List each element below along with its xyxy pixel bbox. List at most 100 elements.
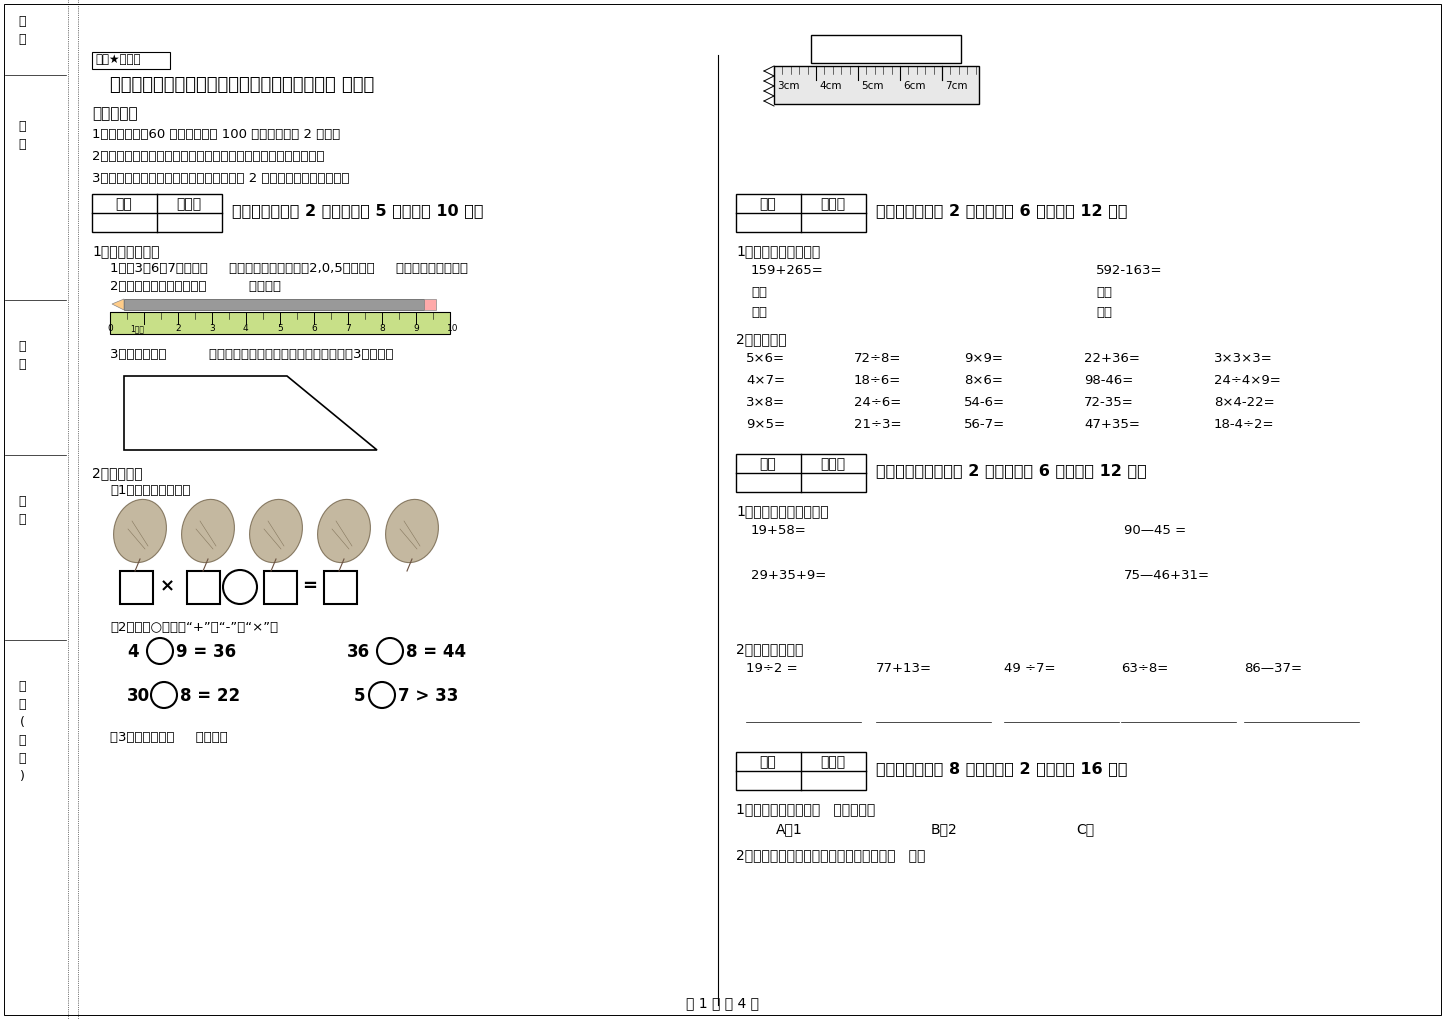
Text: 1、考试时间：60 分钟，满分为 100 分（含卷面分 2 分）。: 1、考试时间：60 分钟，满分为 100 分（含卷面分 2 分）。 [92, 128, 340, 141]
Text: 8 = 44: 8 = 44 [406, 643, 467, 661]
Text: =: = [302, 577, 316, 595]
Text: 36: 36 [347, 643, 370, 661]
Bar [736, 454, 866, 492]
Bar [264, 571, 298, 604]
Text: 4: 4 [243, 324, 249, 333]
Text: 30: 30 [127, 687, 150, 705]
Polygon shape [250, 499, 302, 562]
Text: 5: 5 [354, 687, 366, 705]
Text: 2、口算题。: 2、口算题。 [736, 332, 786, 346]
Text: (: ( [20, 716, 25, 729]
Text: 号: 号 [19, 33, 26, 46]
Text: 75—46+31=: 75—46+31= [1124, 569, 1209, 582]
Text: 评卷人: 评卷人 [176, 197, 201, 211]
Text: 1、用3、6、7能摆出（     ）个不同的两位数，用2,0,5可组成（     ）个不同的两位数。: 1、用3、6、7能摆出（ ）个不同的两位数，用2,0,5可组成（ ）个不同的两位… [110, 262, 468, 275]
Text: 精：: 精： [1095, 306, 1113, 319]
Text: 19+58=: 19+58= [751, 524, 806, 537]
Text: 9 = 36: 9 = 36 [176, 643, 236, 661]
Text: 得分: 得分 [760, 197, 776, 211]
Text: 9: 9 [413, 324, 419, 333]
Text: 8 = 22: 8 = 22 [181, 687, 240, 705]
Text: 9×9=: 9×9= [964, 352, 1003, 365]
Text: 7 > 33: 7 > 33 [397, 687, 458, 705]
Text: 3×3×3=: 3×3×3= [1214, 352, 1273, 365]
Text: 一、填空题（共 2 大题，每题 5 分，共计 10 分）: 一、填空题（共 2 大题，每题 5 分，共计 10 分） [233, 203, 484, 218]
Text: 河南省实验小学二年级数学下学期期中考试试卷 含答案: 河南省实验小学二年级数学下学期期中考试试卷 含答案 [110, 76, 374, 94]
Bar [110, 312, 449, 334]
Text: 三、列竖式计算（共 2 大题，每题 6 分，共计 12 分）: 三、列竖式计算（共 2 大题，每题 6 分，共计 12 分） [876, 463, 1147, 478]
Text: （1）、看图填算式：: （1）、看图填算式： [110, 484, 191, 497]
Text: 4: 4 [127, 643, 139, 661]
Text: 班: 班 [19, 340, 26, 353]
Text: 4cm: 4cm [819, 81, 841, 91]
Text: 学: 学 [19, 495, 26, 508]
Text: 评卷人: 评卷人 [821, 197, 845, 211]
Bar [92, 52, 171, 69]
Text: 估：: 估： [1095, 286, 1113, 299]
Text: （2）、在○里填上“+”、“-”或“×”。: （2）、在○里填上“+”、“-”或“×”。 [110, 621, 277, 634]
Text: 二、计算题（共 2 大题，每题 6 分，共计 12 分）: 二、计算题（共 2 大题，每题 6 分，共计 12 分） [876, 203, 1127, 218]
Text: B、2: B、2 [931, 822, 958, 836]
Text: 级: 级 [19, 358, 26, 371]
Text: 4×7=: 4×7= [746, 374, 785, 387]
Text: 8×4-22=: 8×4-22= [1214, 396, 1274, 409]
Text: 6: 6 [311, 324, 316, 333]
Text: 9×5=: 9×5= [746, 418, 785, 431]
Text: 29+35+9=: 29+35+9= [751, 569, 827, 582]
Text: 72-35=: 72-35= [1084, 396, 1134, 409]
Text: 0: 0 [107, 324, 113, 333]
Bar [736, 194, 866, 232]
Text: 题: 题 [19, 15, 26, 28]
Text: 2、用竖式计算。: 2、用竖式计算。 [736, 642, 803, 656]
Text: A、1: A、1 [776, 822, 803, 836]
Text: 5: 5 [277, 324, 283, 333]
Text: 1、一个三角板上有（   ）个直角。: 1、一个三角板上有（ ）个直角。 [736, 802, 876, 816]
Bar [324, 571, 357, 604]
Text: 159+265=: 159+265= [751, 264, 824, 277]
Text: 24÷6=: 24÷6= [854, 396, 902, 409]
Text: 10: 10 [447, 324, 458, 333]
Text: 54-6=: 54-6= [964, 396, 1006, 409]
Text: 5cm: 5cm [861, 81, 883, 91]
Bar [775, 66, 980, 104]
Text: 7: 7 [345, 324, 351, 333]
Text: 18-4÷2=: 18-4÷2= [1214, 418, 1274, 431]
Text: 24÷4×9=: 24÷4×9= [1214, 374, 1280, 387]
Bar [92, 194, 223, 232]
Text: 90—45 =: 90—45 = [1124, 524, 1186, 537]
Text: 7cm: 7cm [945, 81, 968, 91]
Text: 1、列式笔算下面各题。: 1、列式笔算下面各题。 [736, 504, 828, 518]
Text: 1、认真填一填。: 1、认真填一填。 [92, 244, 159, 258]
Text: 姓: 姓 [19, 120, 26, 133]
Text: 1厘米: 1厘米 [130, 324, 144, 333]
Text: 2、填一填。: 2、填一填。 [92, 466, 143, 480]
Text: 2、请首先按要求在试卷的指定位置填写您的姓名、班级、学号。: 2、请首先按要求在试卷的指定位置填写您的姓名、班级、学号。 [92, 150, 325, 163]
Bar [186, 571, 220, 604]
Text: ): ) [20, 770, 25, 783]
Text: 道: 道 [19, 752, 26, 765]
Text: 1、请估一估再计算。: 1、请估一估再计算。 [736, 244, 821, 258]
Text: 47+35=: 47+35= [1084, 418, 1140, 431]
Text: 72÷8=: 72÷8= [854, 352, 902, 365]
Bar [736, 752, 866, 790]
Text: 2: 2 [175, 324, 181, 333]
Text: ×: × [160, 577, 175, 595]
Text: 2、除数是一位数的除法中，余数最大是（   ）。: 2、除数是一位数的除法中，余数最大是（ ）。 [736, 848, 925, 862]
Text: 63÷8=: 63÷8= [1121, 662, 1168, 675]
Text: 名: 名 [19, 138, 26, 151]
Text: 乡: 乡 [19, 680, 26, 693]
Text: 得分: 得分 [116, 197, 133, 211]
Text: 98-46=: 98-46= [1084, 374, 1133, 387]
Text: 考试需知：: 考试需知： [92, 106, 137, 121]
Text: 四、选一选（共 8 小题，每题 2 分，共计 16 分）: 四、选一选（共 8 小题，每题 2 分，共计 16 分） [876, 761, 1127, 776]
Text: 绝密★启用前: 绝密★启用前 [95, 53, 140, 66]
Text: 18÷6=: 18÷6= [854, 374, 902, 387]
Text: 评卷人: 评卷人 [821, 755, 845, 769]
Text: 3、不要在试卷上乱写乱画，卷面不整洁才 2 分，密封线外请勿作答。: 3、不要在试卷上乱写乱画，卷面不整洁才 2 分，密封线外请勿作答。 [92, 172, 350, 185]
Text: 3、下图里有（          ）个角，在图形里加一条线段，使它增加3个直角。: 3、下图里有（ ）个角，在图形里加一条线段，使它增加3个直角。 [110, 348, 393, 361]
Polygon shape [114, 499, 166, 562]
Text: 2、看一看，这支铅笔长（          ）厘米。: 2、看一看，这支铅笔长（ ）厘米。 [110, 280, 280, 293]
Text: 22+36=: 22+36= [1084, 352, 1140, 365]
Bar [811, 35, 961, 63]
Text: 3cm: 3cm [777, 81, 799, 91]
